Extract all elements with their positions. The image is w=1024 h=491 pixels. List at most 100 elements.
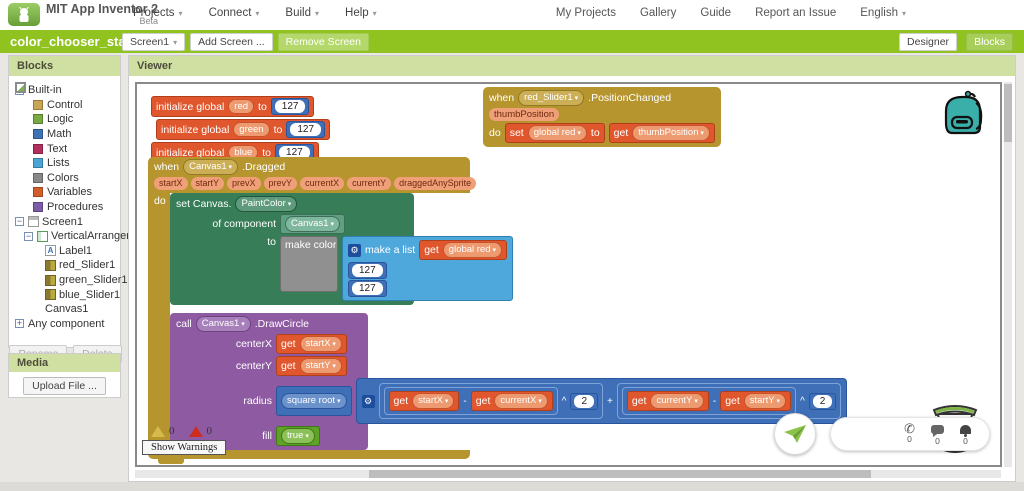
block-get-startx[interactable]: get startX <box>388 391 460 411</box>
language-selector[interactable]: English <box>860 7 906 19</box>
block-call-drawcircle[interactable]: call Canvas1 .DrawCircle centerX get sta… <box>170 313 848 450</box>
menu-connect[interactable]: Connect <box>209 7 260 19</box>
block-number[interactable]: 2 <box>808 392 837 410</box>
app-logo[interactable]: MIT App Inventor 2 Beta <box>8 3 158 26</box>
menu-projects[interactable]: Projects <box>133 7 183 19</box>
property-dropdown[interactable]: PaintColor <box>235 196 298 212</box>
block-make-a-list[interactable]: make a list get global red 127 <box>342 236 513 301</box>
block-number[interactable]: 127 <box>270 98 310 115</box>
tree-canvas1[interactable]: Canvas1 <box>15 82 116 317</box>
show-warnings-button[interactable]: Show Warnings <box>142 440 227 455</box>
designer-toggle-button[interactable]: Designer <box>899 33 958 51</box>
block-square-root[interactable]: square root <box>276 386 352 416</box>
variable-dropdown[interactable]: startY <box>299 358 342 374</box>
event-param[interactable]: currentY <box>347 177 392 190</box>
block-get-currenty[interactable]: get currentY <box>626 391 709 411</box>
block-component-canvas1[interactable]: Canvas1 <box>280 214 345 234</box>
component-dropdown[interactable]: Canvas1 <box>285 216 340 232</box>
palette-category-control[interactable]: Control <box>33 98 116 113</box>
event-param[interactable]: currentX <box>300 177 345 190</box>
block-subtract-right[interactable]: get currentY - get startY <box>621 387 797 415</box>
notification-status[interactable]: 0 <box>960 422 971 446</box>
block-get-global-red[interactable]: get global red <box>419 240 507 260</box>
palette-category-math[interactable]: Math <box>33 127 116 142</box>
link-my-projects[interactable]: My Projects <box>555 7 616 19</box>
menu-help[interactable]: Help <box>345 7 377 19</box>
event-param[interactable]: startX <box>154 177 188 190</box>
variable-dropdown[interactable]: currentY <box>650 393 704 409</box>
block-power-left[interactable]: get startX - get currentX <box>378 383 604 419</box>
blocks-workspace[interactable]: initialize global red to 127 initialize … <box>135 82 1002 467</box>
block-subtract-left[interactable]: get startX - get currentX <box>383 387 558 415</box>
tree-any-component[interactable]: Any component <box>15 317 116 332</box>
tree-red-slider1[interactable]: red_Slider1 <box>45 258 116 273</box>
block-number[interactable]: 127 <box>348 261 387 279</box>
tree-blue-slider1[interactable]: blue_Slider1 <box>45 287 120 302</box>
block-get-thumbposition[interactable]: get thumbPosition <box>608 123 715 143</box>
block-get-starty[interactable]: get startY <box>276 356 347 376</box>
menu-build[interactable]: Build <box>285 7 319 19</box>
add-screen-button[interactable]: Add Screen ... <box>190 32 273 51</box>
math-op-dropdown[interactable]: square root <box>281 393 347 409</box>
variable-dropdown[interactable]: startY <box>743 393 787 409</box>
palette-category-variables[interactable]: Variables <box>33 185 116 200</box>
block-make-color[interactable]: make color <box>280 236 338 292</box>
variable-dropdown[interactable]: global red <box>527 125 587 141</box>
variable-name-field[interactable]: red <box>228 99 255 114</box>
block-init-global-red[interactable]: initialize global red to 127 <box>151 96 315 117</box>
tree-verticalarrangement1[interactable]: VerticalArrangement1 <box>24 229 157 244</box>
block-sum-expression[interactable]: get startX - get currentX <box>355 378 848 424</box>
block-set-canvas-paintcolor[interactable]: set Canvas. PaintColor of component Canv… <box>170 193 513 305</box>
palette-category-lists[interactable]: Lists <box>33 156 116 171</box>
event-param[interactable]: prevX <box>227 177 261 190</box>
block-logic-true[interactable]: true <box>276 426 320 446</box>
block-when-slider-positionchanged[interactable]: when red_Slider1 .PositionChanged thumbP… <box>483 87 721 147</box>
link-report-issue[interactable]: Report an Issue <box>755 7 837 19</box>
event-param[interactable]: draggedAnySprite <box>394 177 477 190</box>
chat-status[interactable]: 0 <box>931 422 944 446</box>
component-dropdown[interactable]: Canvas1 <box>183 159 239 175</box>
event-param[interactable]: startY <box>190 177 225 190</box>
vertical-scrollbar-thumb[interactable] <box>1004 84 1012 142</box>
blocks-toggle-button[interactable]: Blocks <box>966 33 1013 51</box>
variable-dropdown[interactable]: thumbPosition <box>632 125 710 141</box>
logic-dropdown[interactable]: true <box>281 428 315 444</box>
tree-green-slider1[interactable]: green_Slider1 <box>45 273 128 288</box>
block-power-right[interactable]: get currentY - get startY <box>616 383 842 419</box>
block-get-startx[interactable]: get startX <box>276 334 347 354</box>
component-dropdown[interactable]: Canvas1 <box>195 316 251 332</box>
event-param[interactable]: thumbPosition <box>489 108 560 121</box>
block-number[interactable]: 127 <box>275 144 314 161</box>
palette-category-logic[interactable]: Logic <box>33 112 116 127</box>
horizontal-scrollbar[interactable] <box>135 470 1001 478</box>
block-number[interactable]: 2 <box>570 392 599 410</box>
variable-name-field[interactable]: green <box>233 122 270 137</box>
palette-category-colors[interactable]: Colors <box>33 171 116 186</box>
component-dropdown[interactable]: red_Slider1 <box>518 90 585 106</box>
link-gallery[interactable]: Gallery <box>639 7 677 19</box>
palette-category-procedures[interactable]: Procedures <box>33 200 116 215</box>
remove-screen-button[interactable]: Remove Screen <box>277 32 369 51</box>
block-init-global-green[interactable]: initialize global green to 127 <box>156 119 331 140</box>
companion-send-button[interactable] <box>774 413 816 455</box>
backpack-icon[interactable] <box>942 89 986 144</box>
link-guide[interactable]: Guide <box>700 7 732 19</box>
variable-dropdown[interactable]: startX <box>299 336 342 352</box>
variable-dropdown[interactable]: currentX <box>494 393 548 409</box>
block-number[interactable]: 127 <box>286 121 326 138</box>
block-when-canvas-dragged[interactable]: when Canvas1 .Dragged startX startY prev… <box>148 157 848 464</box>
block-get-currentx[interactable]: get currentX <box>470 391 553 411</box>
collapse-icon[interactable] <box>24 231 33 241</box>
upload-file-button[interactable]: Upload File ... <box>23 377 106 395</box>
vertical-scrollbar[interactable] <box>1004 82 1012 467</box>
mutator-gear-icon[interactable] <box>348 243 361 257</box>
tree-screen1[interactable]: Screen1 <box>15 214 116 229</box>
palette-category-text[interactable]: Text <box>33 141 116 156</box>
call-status[interactable]: ✆ 0 <box>904 421 915 444</box>
horizontal-scrollbar-thumb[interactable] <box>368 470 872 478</box>
variable-dropdown[interactable]: global red <box>442 242 502 258</box>
event-param[interactable]: prevY <box>263 177 298 190</box>
expand-icon[interactable] <box>15 319 24 329</box>
mutator-gear-icon[interactable] <box>361 394 375 408</box>
block-set-global-red[interactable]: set global red to <box>504 123 605 143</box>
